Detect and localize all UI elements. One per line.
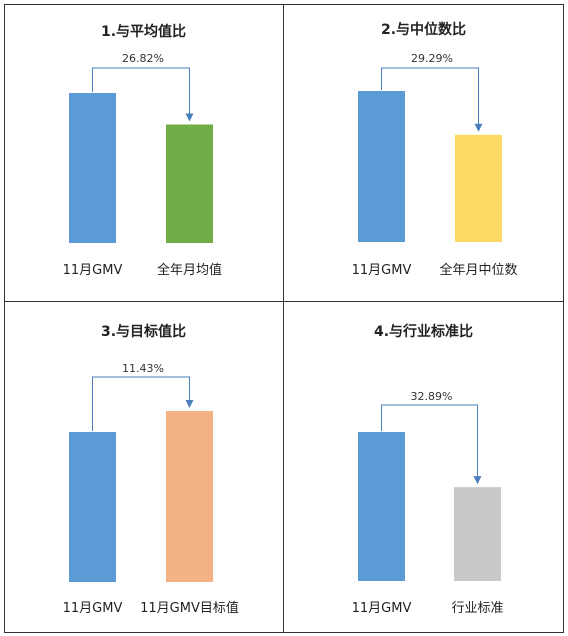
category-label: 11月GMV [63,601,123,616]
category-label: 11月GMV [352,601,412,616]
frame-left [4,4,5,633]
chart-canvas: 11月GMV 全年月中位数 29.29% [352,52,518,278]
category-label: 全年月中位数 [439,262,517,278]
frame-bottom [4,632,564,633]
chart-title: 2.与中位数比 [380,22,467,38]
category-label: 行业标准 [451,601,503,616]
frame-top [4,4,564,5]
chart-panel-median: 2.与中位数比 11月GMV 全年月中位数 29.29% [283,4,564,301]
comparison-bracket [381,67,479,131]
comparison-bracket [92,67,190,121]
comparison-bracket [92,376,190,431]
chart-panel-average: 1.与平均值比 11月GMV 全年月均值 26.82% [4,4,283,301]
difference-label: 11.43% [122,362,164,375]
frame-right [563,4,564,633]
bar [358,91,405,242]
bar [166,411,213,582]
bar [166,124,213,243]
chart-panel-target: 3.与目标值比 11月GMV 11月GMV目标值 11.43% [4,301,283,632]
frame-divider-horizontal [4,301,564,302]
chart-canvas: 11月GMV 11月GMV目标值 11.43% [63,362,239,616]
chart-title: 4.与行业标准比 [373,324,474,340]
arrow-head-icon [473,476,482,485]
category-label: 11月GMV [352,263,412,278]
frame-divider-vertical [283,4,284,633]
difference-label: 26.82% [122,52,164,65]
bar [69,93,116,243]
difference-label: 29.29% [411,52,453,65]
arrow-head-icon [474,123,483,132]
bar [358,432,405,581]
chart-title: 3.与目标值比 [100,324,187,340]
arrow-head-icon [185,400,194,408]
chart-title: 1.与平均值比 [100,24,187,40]
bar [455,134,502,242]
difference-label: 32.89% [411,390,453,403]
comparison-bracket [381,404,478,484]
bar [69,432,116,582]
category-label: 11月GMV [63,263,123,278]
category-label: 11月GMV目标值 [140,600,239,616]
arrow-head-icon [185,113,194,122]
chart-canvas: 11月GMV 全年月均值 26.82% [63,52,222,278]
bar [454,487,501,581]
chart-canvas: 11月GMV 行业标准 32.89% [352,390,504,616]
category-label: 全年月均值 [157,262,222,278]
chart-panel-industry: 4.与行业标准比 11月GMV 行业标准 32.89% [283,301,564,632]
